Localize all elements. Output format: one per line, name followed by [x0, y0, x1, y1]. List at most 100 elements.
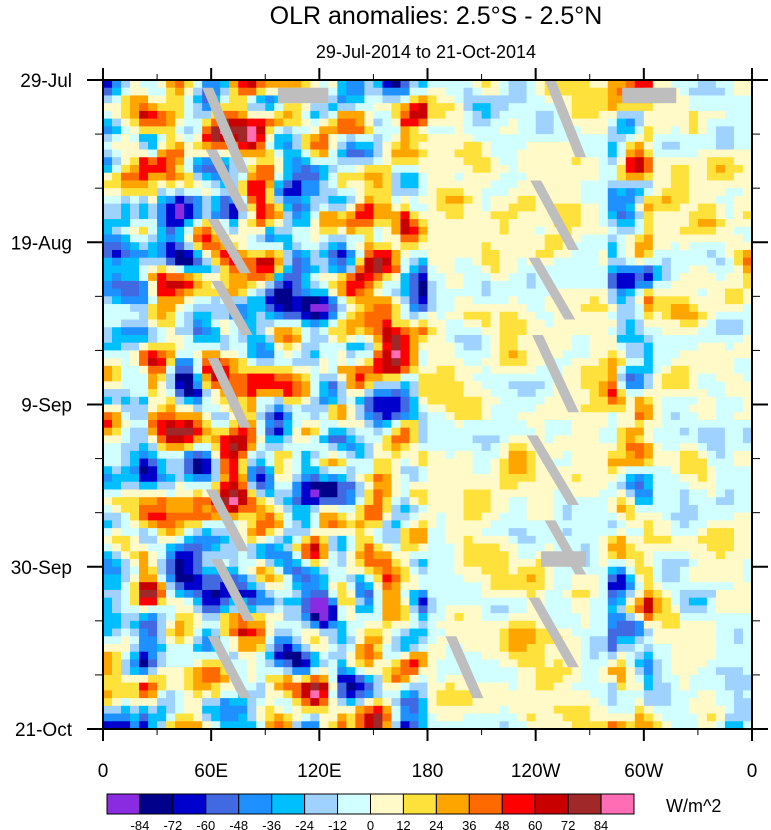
heatmap-cell — [346, 195, 356, 205]
heatmap-cell — [463, 118, 474, 127]
heatmap-cell — [382, 419, 393, 429]
heatmap-cell — [454, 273, 465, 282]
heatmap-cell — [247, 450, 257, 460]
heatmap-cell — [697, 381, 708, 390]
heatmap-cell — [517, 265, 528, 274]
heatmap-cell — [148, 327, 158, 336]
heatmap-cell — [175, 134, 185, 143]
heatmap-cell — [580, 528, 591, 537]
heatmap-cell — [175, 489, 185, 498]
heatmap-cell — [409, 234, 420, 243]
heatmap-cell — [733, 497, 744, 506]
heatmap-cell — [652, 172, 663, 182]
heatmap-cell — [463, 203, 474, 212]
heatmap-cell — [427, 327, 438, 336]
heatmap-cell — [112, 497, 122, 506]
heatmap-cell — [112, 605, 122, 614]
heatmap-cell — [535, 87, 546, 97]
heatmap-cell — [508, 435, 519, 444]
heatmap-cell — [112, 520, 122, 529]
heatmap-cell — [364, 528, 375, 537]
heatmap-cell — [193, 288, 203, 297]
heatmap-cell — [463, 350, 474, 359]
heatmap-cell — [391, 126, 402, 135]
heatmap-cell — [157, 535, 167, 545]
heatmap-cell — [589, 304, 600, 313]
heatmap-cell — [328, 381, 338, 390]
heatmap-cell — [121, 458, 131, 467]
heatmap-cell — [724, 535, 735, 545]
heatmap-cell — [193, 265, 203, 274]
heatmap-cell — [553, 141, 564, 151]
heatmap-cell — [265, 528, 275, 537]
heatmap-cell — [211, 304, 221, 313]
heatmap-cell — [553, 458, 564, 467]
heatmap-cell — [490, 443, 501, 452]
heatmap-cell — [742, 288, 753, 297]
heatmap-cell — [634, 157, 645, 166]
heatmap-cell — [139, 95, 149, 104]
heatmap-cell — [634, 350, 645, 359]
heatmap-cell — [382, 605, 393, 614]
heatmap-cell — [463, 195, 474, 205]
heatmap-cell — [643, 350, 654, 359]
heatmap-cell — [274, 164, 284, 174]
heatmap-cell — [211, 589, 221, 599]
heatmap-cell — [103, 288, 113, 297]
heatmap-cell — [301, 613, 311, 622]
heatmap-cell — [553, 118, 564, 127]
heatmap-cell — [733, 134, 744, 143]
heatmap-cell — [418, 273, 429, 282]
heatmap-cell — [517, 528, 528, 537]
heatmap-cell — [490, 412, 501, 421]
heatmap-cell — [355, 296, 365, 305]
heatmap-cell — [616, 512, 627, 521]
heatmap-cell — [517, 80, 528, 89]
heatmap-cell — [544, 427, 555, 437]
heatmap-cell — [733, 566, 744, 576]
heatmap-cell — [616, 311, 627, 321]
heatmap-cell — [445, 188, 456, 197]
heatmap-cell — [499, 280, 510, 290]
heatmap-cell — [553, 172, 564, 182]
heatmap-cell — [445, 373, 456, 382]
heatmap-cell — [535, 327, 546, 336]
heatmap-cell — [643, 249, 654, 259]
heatmap-cell — [445, 234, 456, 243]
heatmap-cell — [130, 582, 140, 591]
heatmap-cell — [328, 497, 338, 506]
heatmap-cell — [688, 80, 699, 89]
heatmap-cell — [157, 342, 167, 352]
heatmap-cell — [454, 481, 465, 491]
heatmap-cell — [409, 458, 420, 467]
heatmap-cell — [148, 311, 158, 321]
heatmap-cell — [436, 172, 447, 182]
heatmap-cell — [427, 373, 438, 382]
heatmap-cell — [328, 474, 338, 483]
heatmap-cell — [625, 141, 636, 151]
heatmap-cell — [166, 358, 176, 367]
heatmap-cell — [301, 334, 311, 344]
heatmap-cell — [526, 520, 537, 529]
heatmap-cell — [184, 134, 194, 143]
heatmap-cell — [328, 358, 338, 367]
heatmap-cell — [247, 87, 257, 97]
heatmap-cell — [292, 134, 302, 143]
heatmap-cell — [715, 350, 726, 359]
heatmap-cell — [337, 458, 347, 467]
heatmap-cell — [490, 80, 501, 89]
heatmap-cell — [625, 597, 636, 606]
heatmap-cell — [652, 296, 663, 305]
heatmap-cell — [274, 234, 284, 243]
heatmap-cell — [220, 358, 230, 367]
heatmap-cell — [202, 404, 212, 413]
heatmap-cell — [328, 118, 338, 127]
heatmap-cell — [292, 358, 302, 367]
heatmap-cell — [481, 605, 492, 614]
heatmap-cell — [562, 450, 573, 460]
heatmap-cell — [319, 450, 329, 460]
heatmap-cell — [454, 543, 465, 552]
heatmap-cell — [409, 427, 420, 437]
heatmap-cell — [652, 404, 663, 413]
heatmap-cell — [256, 427, 266, 437]
